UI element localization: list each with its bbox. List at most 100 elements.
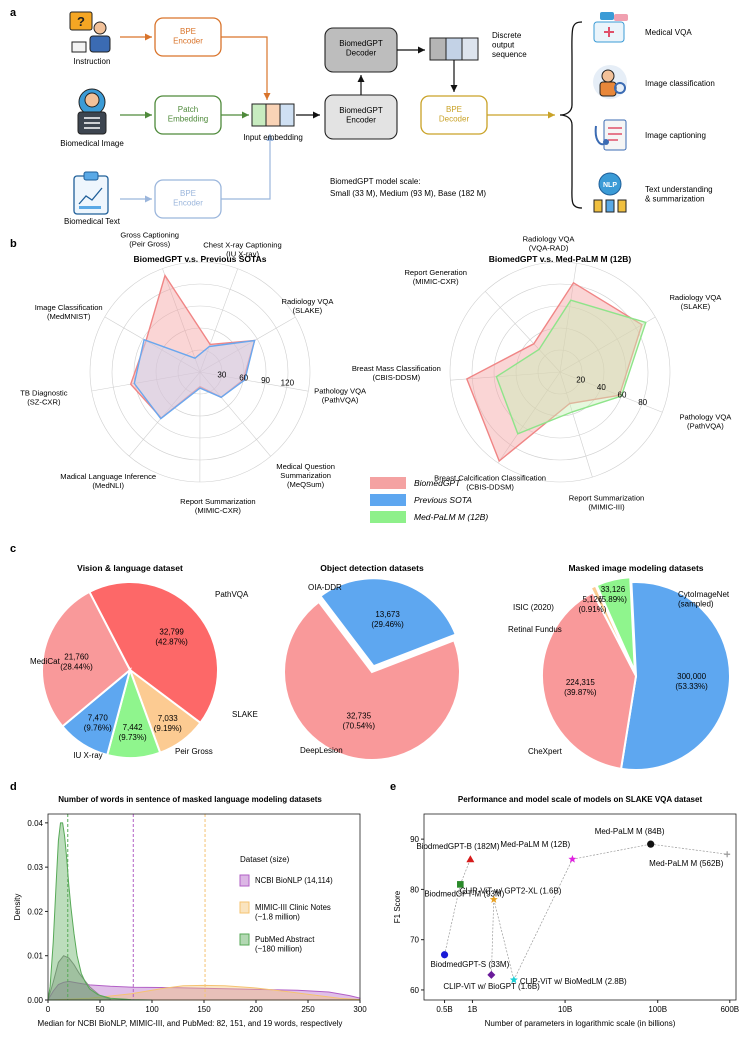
radar-spoke: [162, 268, 201, 373]
pie-slice-retinal-fundus: [589, 584, 635, 672]
radar-spoke: [199, 268, 239, 373]
pie-slice-cytoimagenet: [619, 581, 731, 771]
scatter-point-med-palm-m-562b: [724, 851, 731, 858]
task-brace: [559, 21, 583, 209]
pie-chart-object-detection: Object detection datasets 13,673 (29.46%) O…: [283, 563, 461, 761]
input-label-image: Biomedical Image: [60, 139, 124, 148]
density-title: Number of words in sentence of masked la…: [58, 795, 322, 804]
scatter-point-med-palm-m-84b: [647, 840, 655, 848]
x-tick-label: 600B: [720, 1005, 739, 1014]
density-legend-swatch: [239, 874, 250, 887]
density-ylabel: Density: [13, 894, 22, 921]
model-scale-title: BiomedGPT model scale:: [330, 177, 421, 186]
scatter-chart: Performance and model scale of models on…: [393, 795, 739, 1028]
radar-spoke: [199, 371, 271, 457]
xray-patient-icon: [77, 88, 107, 135]
scatter-connector: [650, 843, 728, 855]
radar-spoke: [104, 316, 201, 373]
scatter-point-med-palm-m-12b: [568, 855, 577, 863]
pie-name-label: CytoImageNet (sampled): [678, 590, 730, 609]
density-legend-title: Dataset (size): [240, 855, 290, 864]
legend-label-previous-sota: Previous SOTA: [414, 495, 472, 505]
x-tick-label: 10B: [558, 1005, 572, 1014]
radar-spoke: [128, 371, 201, 457]
instruction-icon: ?: [69, 11, 111, 53]
x-tick-label: 300: [353, 1005, 367, 1014]
discrete-output-block: [429, 37, 479, 61]
density-series-mimic-iii: [47, 984, 361, 1001]
scatter-point-biodmedgpt-s-33m: [440, 951, 449, 959]
radar-axis-label: Breast Calcification Classification (CBIS…: [434, 473, 546, 491]
radar-tick-label: 40: [597, 383, 606, 392]
radar-grid-circle: [493, 305, 627, 439]
scatter-point-label: Med-PaLM M (84B): [595, 827, 665, 836]
scatter-connector: [513, 859, 573, 981]
x-tick-label: 0.5B: [436, 1005, 452, 1014]
panel-label-b: b: [10, 238, 17, 250]
pie-title: Vision & language dataset: [77, 563, 183, 573]
radar-grid-circle: [537, 349, 583, 395]
radar-axis-label: Image Classification (MedMNIST): [35, 303, 103, 321]
radar-grid-circle: [471, 283, 649, 461]
input-label-text: Biomedical Text: [64, 217, 121, 226]
legend-label-med-palm: Med-PaLM M (12B): [414, 512, 488, 522]
radar-axis-label: Gross Captioning (Peir Gross): [120, 230, 179, 248]
x-tick-label: 100: [145, 1005, 159, 1014]
bpe-encoder-label-bottom: BPE Encoder: [173, 189, 203, 208]
radar-axis-label: Report Summarization (MIMIC-III): [569, 494, 645, 512]
radar-axis-label: Pathology VQA (PathVQA): [679, 412, 732, 430]
y-tick-label: 60: [410, 986, 419, 995]
radar-axis-label: Pathology VQA (PathVQA): [314, 387, 367, 405]
radar-tick-label: 60: [618, 391, 627, 400]
scatter-point-label: CLIP-ViT w/ BioMedLM (2.8B): [520, 977, 627, 986]
y-tick-label: 0.02: [27, 907, 43, 916]
scatter-point-biodmedgpt-b-182m: [466, 855, 475, 863]
radar-spoke: [559, 316, 656, 373]
image-classification-icon: [593, 65, 627, 99]
pie-slice-deeplesion: [283, 600, 461, 761]
y-tick-label: 0.00: [27, 996, 43, 1005]
pie-name-label: PathVQA: [215, 590, 249, 599]
radar-axis-label: Radiology VQA (SLAKE): [669, 293, 722, 311]
clipboard-chart-icon: [73, 171, 109, 215]
density-series-pubmed: [47, 822, 153, 1001]
bpe-decoder-label: BPE Decoder: [439, 105, 470, 124]
density-series-gray: [47, 955, 111, 1001]
scatter-connector: [572, 843, 651, 860]
pie-value-label: 21,760 (28.44%): [60, 652, 93, 671]
density-legend-label: PubMed Abstract (~180 million): [255, 935, 315, 954]
radar-spoke: [559, 371, 663, 413]
radar-grid-circle: [449, 261, 671, 483]
pie-value-label: 7,470 (9.76%): [84, 713, 112, 732]
scatter-connector: [444, 884, 461, 955]
radar-tick-label: 120: [281, 379, 295, 388]
input-label-instruction: Instruction: [74, 57, 111, 66]
radar-tick-label: 60: [239, 373, 248, 382]
biomedgpt-encoder-label: BiomedGPT Encoder: [339, 106, 383, 125]
density-legend-label: NCBI BioNLP (14,114): [255, 876, 333, 885]
task-label-classification: Image classification: [645, 79, 715, 88]
radar-series-previous-sota: [133, 338, 256, 420]
pie-value-label: 224,315 (39.87%): [564, 678, 597, 697]
radar-chart-previous-sota: BiomedGPT v.s. Previous SOTAs 30 60 90 120 Ch…: [20, 230, 367, 515]
radar-spoke: [91, 371, 201, 392]
density-legend-swatch: [239, 901, 250, 914]
x-tick-label: 250: [301, 1005, 315, 1014]
task-label-captioning: Image captioning: [645, 131, 706, 140]
scatter-point-clip-vit-w-gpt2-xl-1-6b: [489, 895, 498, 903]
scatter-point-clip-vit-w-biomedlm-2-8b: [509, 975, 518, 984]
density-series-ncbi: [47, 980, 361, 1001]
panel-label-c: c: [10, 543, 16, 555]
radar-spoke: [497, 371, 561, 464]
model-scale-values: Small (33 M), Medium (93 M), Base (182 M…: [330, 189, 486, 198]
radar-spoke: [450, 371, 561, 381]
pie-name-label: SLAKE: [232, 710, 258, 719]
pie-slice-pathvqa: [88, 581, 219, 725]
pie-name-label: IU X-ray: [73, 751, 102, 760]
density-chart: Number of words in sentence of masked la…: [13, 795, 367, 1028]
y-tick-label: 0.03: [27, 863, 43, 872]
scatter-point-label: BiodmedGPT-S (33M): [431, 960, 510, 969]
pie-value-label: 32,735 (70.54%): [343, 712, 376, 731]
radar-chart-med-palm: BiomedGPT v.s. Med-PaLM M (12B) 20 40 60 80 R…: [352, 234, 732, 511]
